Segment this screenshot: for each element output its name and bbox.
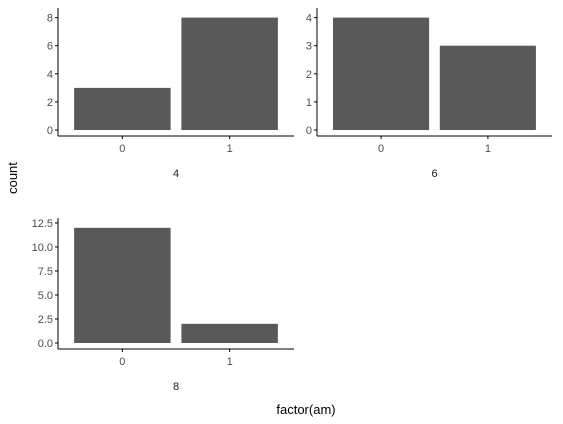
bar-4-1 (181, 17, 278, 131)
x-tick-label: 0 (378, 143, 384, 155)
bar-8-0 (74, 227, 171, 343)
y-tick-label: 12.5 (32, 218, 53, 230)
y-tick-label: 2 (306, 69, 312, 81)
y-tick-label: 0 (306, 125, 312, 137)
x-tick-label: 1 (485, 143, 491, 155)
y-tick-label: 5.0 (38, 290, 53, 302)
facet-label: 8 (173, 381, 179, 393)
y-tick-label: 1 (306, 97, 312, 109)
y-tick-label: 0 (47, 125, 53, 137)
y-tick-label: 4 (47, 69, 53, 81)
y-tick-label: 2 (47, 97, 53, 109)
y-tick-label: 4 (306, 13, 312, 25)
y-axis-title: count (5, 162, 20, 194)
panel-4: 0 2 4 6 8 0 1 4 (47, 8, 294, 180)
x-tick-label: 1 (227, 143, 233, 155)
x-tick-label: 1 (227, 356, 233, 368)
y-tick-label: 10.0 (32, 242, 53, 254)
bar-4-0 (74, 87, 171, 130)
y-tick-label: 3 (306, 41, 312, 53)
panel-6: 0 1 2 3 4 0 1 6 (306, 8, 552, 180)
bar-6-0 (333, 17, 430, 131)
panel-8: 0.0 2.5 5.0 7.5 10.0 12.5 0 1 8 (32, 218, 294, 393)
y-tick-label: 2.5 (38, 314, 53, 326)
bar-6-1 (439, 45, 536, 131)
y-tick-label: 6 (47, 41, 53, 53)
y-tick-label: 8 (47, 13, 53, 25)
y-tick-label: 0.0 (38, 338, 53, 350)
facet-label: 6 (431, 168, 437, 180)
x-axis-title: factor(am) (276, 402, 335, 417)
facet-label: 4 (173, 168, 179, 180)
x-tick-label: 0 (119, 356, 125, 368)
x-tick-label: 0 (119, 143, 125, 155)
y-tick-label: 7.5 (38, 266, 53, 278)
bar-8-1 (181, 323, 278, 343)
